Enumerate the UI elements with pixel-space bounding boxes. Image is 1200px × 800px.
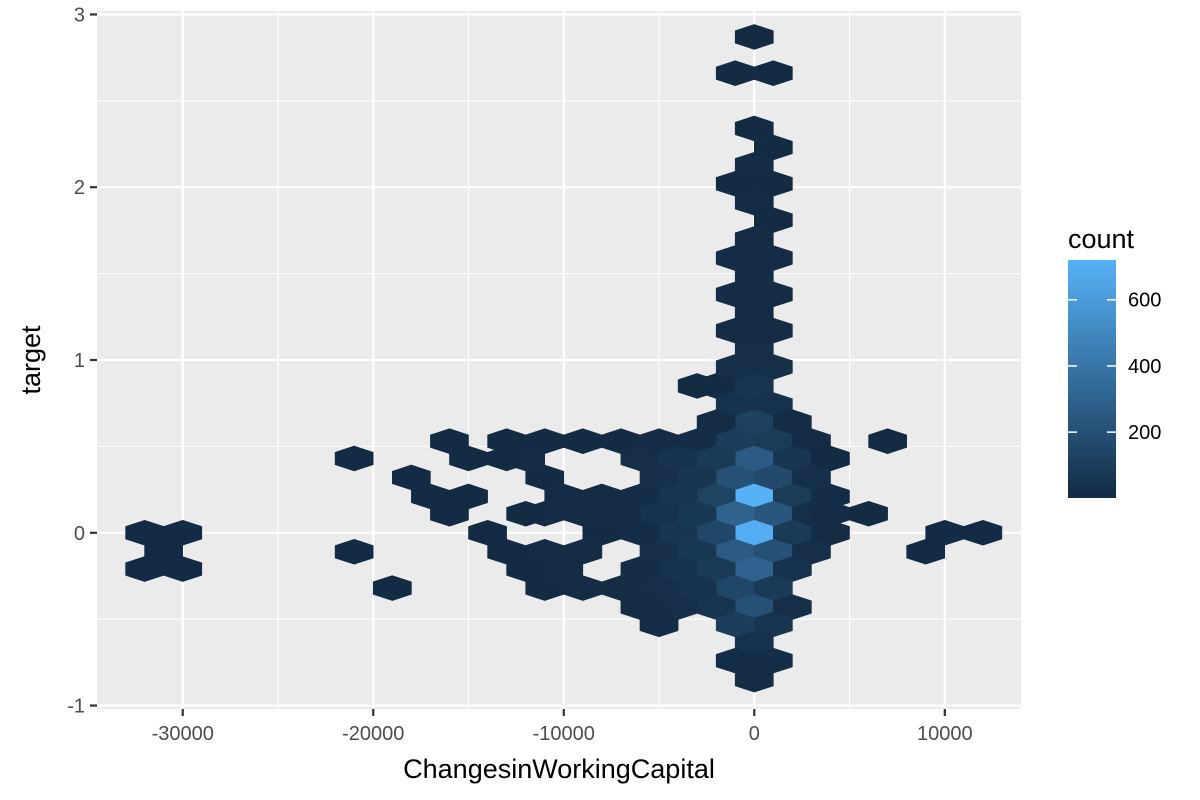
hex-cell [391, 464, 431, 491]
hex-cell [734, 115, 774, 142]
hex-cell [963, 519, 1003, 546]
hex-cell [372, 575, 412, 601]
legend-colorbar [1068, 260, 1116, 498]
hex-cell [753, 60, 793, 87]
hex-cell [620, 445, 660, 472]
y-tick-label: 1 [74, 350, 85, 372]
x-tick-label: -10000 [533, 723, 595, 745]
legend-title: count [1068, 224, 1135, 254]
x-axis: -30000 -20000 -10000 0 10000 [152, 709, 973, 745]
hex-cell [334, 445, 374, 472]
hex-cell [753, 170, 793, 197]
hex-cells [125, 24, 1003, 693]
hex-cell [430, 500, 469, 527]
hex-cell [125, 519, 164, 546]
hex-cell [506, 500, 546, 527]
hex-cell [811, 445, 850, 472]
hex-cell [525, 464, 565, 491]
y-tick-label: -1 [67, 696, 85, 718]
x-axis-title: ChangesinWorkingCapital [403, 754, 715, 784]
x-tick-label: -20000 [342, 723, 404, 745]
hex-cell [125, 556, 164, 582]
x-tick-label: -30000 [152, 723, 214, 745]
y-tick-label: 3 [74, 4, 85, 26]
hex-cell [792, 464, 831, 491]
legend-tick-label: 400 [1128, 356, 1161, 378]
hex-cell [468, 519, 507, 546]
legend-tick-label: 600 [1128, 290, 1161, 312]
legend: count 200 400 600 [1068, 224, 1161, 498]
hex-cell [734, 666, 774, 693]
hex-cell [334, 538, 374, 565]
hex-cell [734, 24, 774, 50]
x-tick-label: 10000 [917, 723, 973, 745]
y-axis: -1 0 1 2 3 [67, 4, 97, 718]
legend-ticks: 200 400 600 [1068, 290, 1161, 444]
legend-tick-label: 200 [1128, 422, 1161, 444]
hex-cell [582, 519, 622, 546]
hex-cell [811, 519, 850, 546]
y-tick-label: 2 [74, 177, 85, 199]
hex-cell [906, 538, 946, 565]
x-tick-label: 0 [749, 723, 760, 745]
hex-cell [639, 611, 679, 638]
hex-cell [525, 575, 565, 601]
y-axis-title: target [16, 325, 46, 395]
hex-cell [487, 445, 527, 472]
hex-cell [639, 464, 679, 491]
y-tick-label: 0 [74, 523, 85, 545]
hex-cell [849, 500, 888, 527]
hex-cell [868, 428, 908, 455]
